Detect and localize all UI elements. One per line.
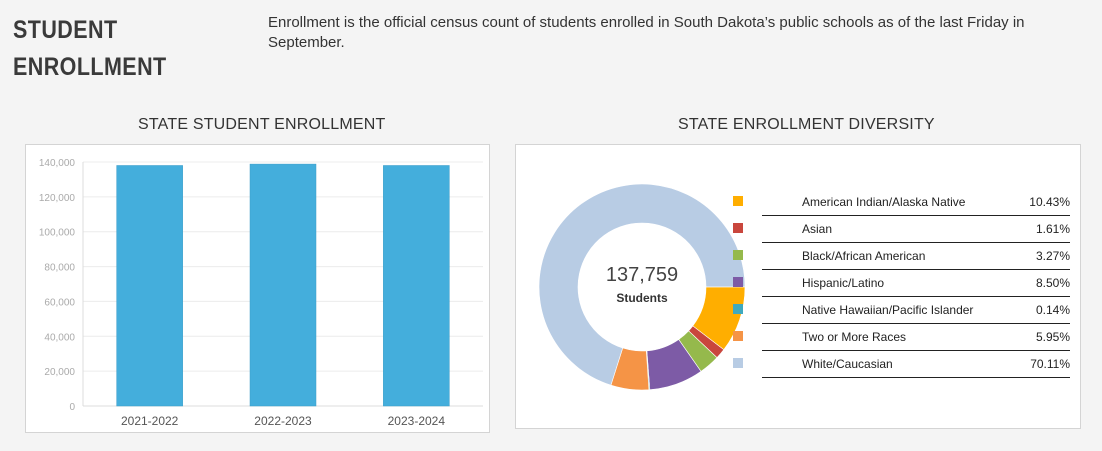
y-tick-label: 20,000 — [44, 367, 75, 378]
y-tick-label: 40,000 — [44, 332, 75, 343]
legend-swatch — [733, 196, 743, 206]
y-tick-label: 100,000 — [39, 228, 76, 239]
legend-swatch — [733, 304, 743, 314]
donut-center-label: Students — [616, 291, 668, 305]
page-title-line1: STUDENT — [13, 16, 118, 44]
legend-row: Native Hawaiian/Pacific Islander 0.14% — [733, 297, 1070, 324]
legend-swatch — [733, 331, 743, 341]
legend-swatch — [733, 358, 743, 368]
legend-label: Black/African American — [802, 249, 926, 263]
legend-label: Two or More Races — [802, 330, 907, 344]
legend-value: 8.50% — [1035, 276, 1070, 290]
legend-label: Hispanic/Latino — [802, 276, 885, 290]
legend-label: Asian — [802, 222, 833, 236]
y-tick-label: 80,000 — [44, 263, 75, 274]
legend-row: American Indian/Alaska Native 10.43% — [733, 189, 1070, 216]
x-tick-label: 2022-2023 — [254, 414, 312, 428]
donut-chart: 137,759 Students — [538, 183, 746, 391]
legend-swatch — [733, 250, 743, 260]
intro-text: Enrollment is the official census count … — [268, 14, 1025, 51]
donut-chart-panel: 137,759 Students American Indian/Alaska N… — [515, 144, 1081, 429]
donut-center-value: 137,759 — [606, 264, 678, 286]
legend-value: 70.11% — [1030, 357, 1070, 371]
legend-row: Asian 1.61% — [733, 216, 1070, 243]
x-tick-label: 2023-2024 — [388, 414, 446, 428]
y-tick-label: 0 — [69, 402, 75, 413]
bar-chart: 0 20,000 40,000 60,000 80,000 100,000 120,000 1… — [39, 158, 483, 428]
diversity-legend: American Indian/Alaska Native 10.43% Asian… — [733, 189, 1070, 378]
legend-label: White/Caucasian — [802, 357, 893, 371]
bar[interactable] — [116, 165, 183, 407]
bar[interactable] — [383, 165, 450, 407]
legend-label: Native Hawaiian/Pacific Islander — [802, 303, 974, 317]
page-title-line2: ENROLLMENT — [13, 53, 167, 81]
bar[interactable] — [249, 163, 317, 407]
donut-chart-title: STATE ENROLLMENT DIVERSITY — [678, 116, 935, 133]
legend-label: American Indian/Alaska Native — [802, 195, 966, 209]
x-tick-label: 2021-2022 — [121, 414, 179, 428]
legend-row: Two or More Races 5.95% — [733, 324, 1070, 351]
y-tick-label: 120,000 — [39, 193, 76, 204]
bar-chart-title: STATE STUDENT ENROLLMENT — [138, 116, 386, 133]
page-title: STUDENT ENROLLMENT — [13, 12, 167, 86]
legend-value: 5.95% — [1035, 330, 1070, 344]
legend-swatch — [733, 277, 743, 287]
legend-row: Black/African American 3.27% — [733, 243, 1070, 270]
legend-swatch — [733, 223, 743, 233]
legend-value: 0.14% — [1035, 303, 1070, 317]
bar-chart-panel: 0 20,000 40,000 60,000 80,000 100,000 120,000 1… — [25, 144, 490, 433]
legend-row: White/Caucasian 70.11% — [733, 351, 1070, 378]
legend-value: 10.43% — [1029, 195, 1070, 209]
y-tick-label: 60,000 — [44, 297, 75, 308]
legend-value: 3.27% — [1035, 249, 1070, 263]
legend-value: 1.61% — [1035, 222, 1070, 236]
legend-row: Hispanic/Latino 8.50% — [733, 270, 1070, 297]
y-tick-label: 140,000 — [39, 158, 76, 169]
